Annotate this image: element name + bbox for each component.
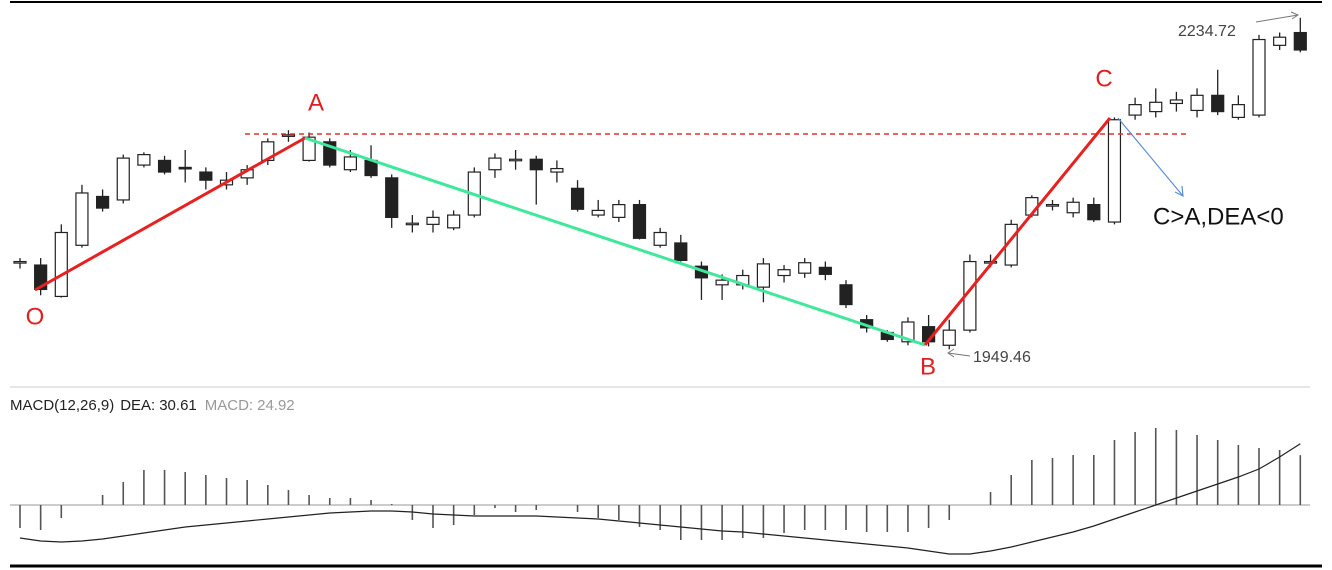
candle-body [116, 157, 130, 201]
candle-body [302, 136, 316, 162]
candle-body [777, 269, 791, 277]
macd-header: MACD(12,26,9) DEA: 30.61 MACD: 24.92 [10, 397, 295, 414]
candle-body [281, 134, 296, 137]
high-label: 2234.72 [1178, 23, 1236, 40]
candle-body [1087, 204, 1101, 221]
annotation-note: C>A,DEA<0 [1153, 203, 1284, 230]
candle-body [13, 260, 27, 264]
dea-line [19, 443, 1301, 555]
candle-body [1045, 204, 1060, 207]
high-arrow [1255, 14, 1299, 23]
candle-body [942, 329, 956, 346]
candle-body [75, 192, 89, 246]
candle-body [1169, 99, 1184, 105]
trend-bc [923, 117, 1112, 346]
macd-panel [19, 428, 1302, 555]
candle-body [591, 209, 605, 216]
candle-body [570, 187, 585, 210]
candle-body [818, 266, 832, 275]
arrow-head [1174, 185, 1184, 198]
candle-body [34, 264, 48, 291]
candle-body [653, 231, 667, 246]
candle-body [1128, 104, 1142, 116]
candle-body [798, 262, 812, 274]
candle-body [1293, 31, 1307, 51]
high-arrow-head [1290, 11, 1300, 20]
candle-body [632, 204, 647, 239]
low-label: 1949.46 [973, 349, 1031, 366]
candle-body [157, 159, 172, 173]
dea-label: DEA: [120, 397, 155, 414]
point-label: B [920, 353, 936, 380]
point-label: C [1095, 65, 1112, 92]
point-label: A [308, 89, 324, 116]
macd-label: MACD(12,26,9) [10, 397, 114, 414]
trend-oa [34, 136, 306, 292]
candle-body [756, 263, 771, 288]
candle-body [447, 214, 461, 229]
candle-body [1252, 38, 1266, 116]
candle-body [1231, 104, 1245, 119]
candle-body [529, 158, 543, 171]
candle-body [839, 284, 853, 306]
candle-body [199, 171, 213, 181]
macd-value: 24.92 [257, 397, 295, 414]
candle-body [178, 166, 192, 170]
candle-body [715, 279, 729, 286]
trend-ab [304, 136, 926, 347]
candle-body [1273, 36, 1287, 46]
candle-body [405, 222, 419, 226]
point-label: O [26, 303, 45, 330]
candle-body [343, 156, 357, 171]
pointer-arrow [1117, 117, 1184, 197]
candle-body [426, 216, 440, 225]
candle-body [1066, 201, 1080, 214]
candles [13, 17, 1307, 350]
candle-body [674, 242, 688, 261]
macd-value-label: MACD: [205, 397, 253, 414]
candle-body [1190, 94, 1204, 112]
candle-body [385, 177, 399, 218]
candle-body [1211, 94, 1225, 113]
candle-body [1107, 119, 1122, 223]
candle-body [95, 195, 110, 209]
dea-value: 30.61 [159, 397, 197, 414]
low-arrow [947, 352, 971, 357]
candle-body [1149, 101, 1163, 113]
candle-body [54, 231, 68, 298]
candle-body [509, 158, 523, 162]
candle-body [612, 204, 626, 218]
low-arrow-head [947, 348, 955, 358]
candle-body [488, 157, 502, 171]
candle-body [550, 167, 564, 173]
candle-body [137, 154, 151, 166]
